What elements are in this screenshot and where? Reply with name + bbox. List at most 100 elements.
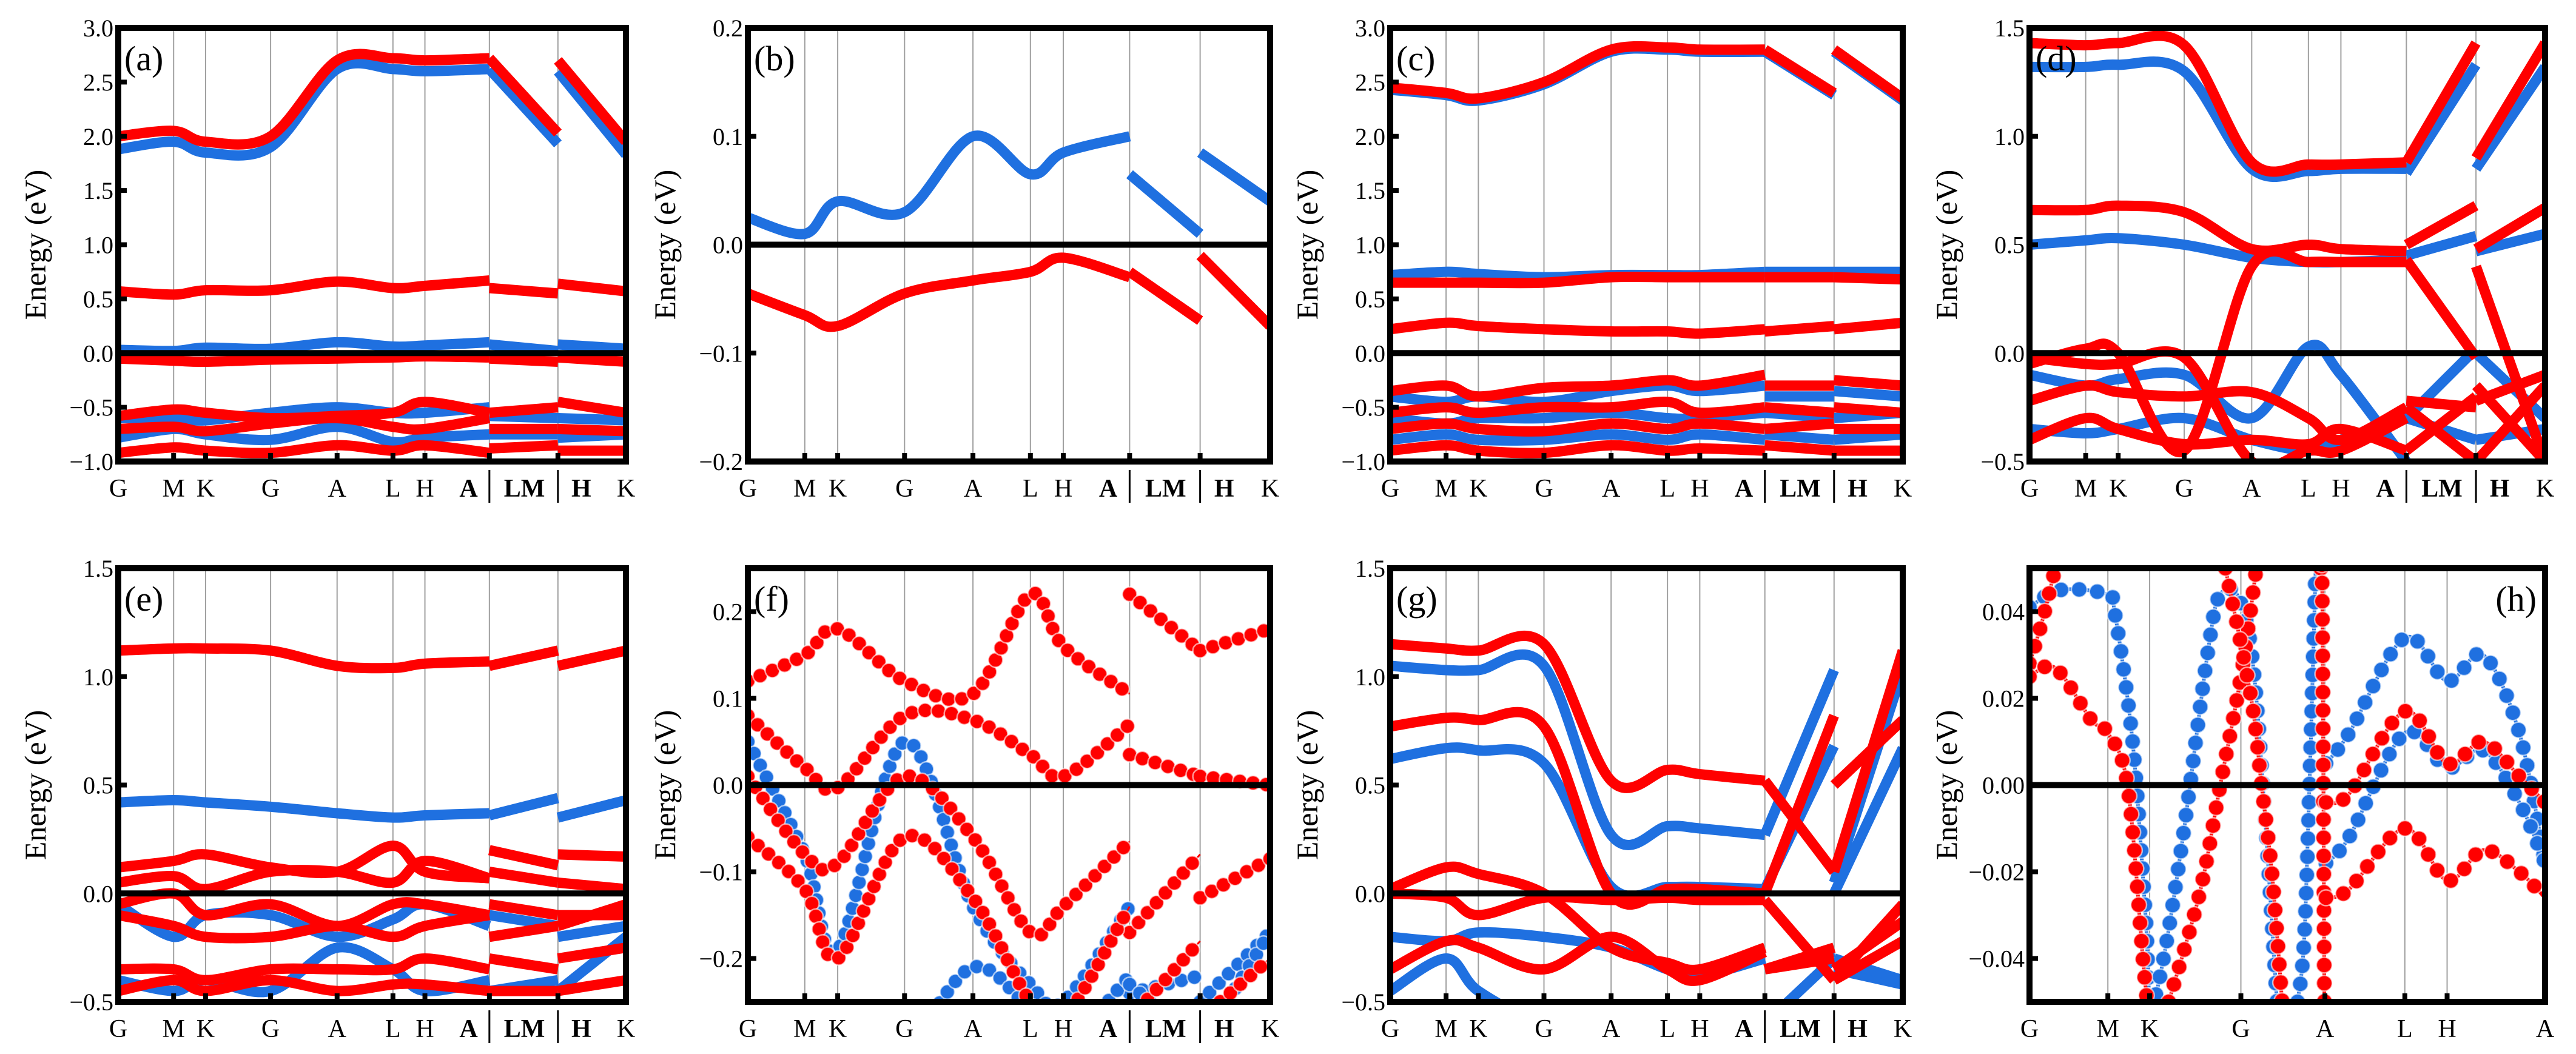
blue-band-marker — [2300, 793, 2318, 811]
red-band-marker — [2347, 872, 2366, 890]
y-tick-label: 2.0 — [1355, 123, 1385, 150]
bands — [748, 585, 1270, 1054]
k-point-label: H — [1214, 1015, 1234, 1043]
blue-band-marker — [2467, 645, 2486, 663]
blue-band-marker — [2514, 801, 2532, 819]
red-band-marker — [2255, 793, 2273, 810]
red-band-marker — [2373, 730, 2391, 747]
blue-band-marker — [2521, 817, 2540, 836]
red-band — [118, 856, 491, 895]
red-band-marker — [2317, 889, 2335, 907]
y-tick-label: 2.5 — [1355, 69, 1385, 96]
y-tick-label: −0.04 — [1968, 945, 2025, 973]
y-tick-label: 3.0 — [83, 15, 113, 42]
red-band-marker — [2224, 710, 2242, 727]
bands — [748, 130, 1270, 332]
red-band-marker — [2314, 665, 2332, 683]
blue-band-marker — [2329, 740, 2347, 759]
y-tick-label: −0.1 — [699, 859, 743, 886]
red-band-marker — [2396, 702, 2414, 720]
y-tick-label: −0.2 — [699, 945, 743, 973]
blue-band-marker — [2088, 583, 2106, 600]
red-band-marker — [967, 831, 983, 848]
y-axis-label: Energy (eV) — [1290, 710, 1324, 861]
red-band-marker — [2265, 883, 2282, 901]
blue-band-marker — [2528, 834, 2545, 852]
blue-band-marker — [2330, 842, 2349, 860]
k-point-label: A — [459, 475, 478, 503]
k-point-label: A — [2316, 1015, 2335, 1043]
red-band-marker — [2512, 864, 2530, 882]
red-band-marker — [2227, 613, 2245, 631]
blue-band-marker — [2349, 811, 2367, 829]
red-band-marker — [1051, 632, 1067, 649]
red-band-marker — [871, 791, 888, 808]
red-band-marker — [2358, 858, 2376, 876]
red-band-marker — [992, 726, 1009, 742]
k-point-label: A — [328, 1015, 347, 1043]
red-band — [2402, 257, 2481, 361]
red-band-marker — [2261, 847, 2279, 865]
red-band — [1390, 271, 1765, 289]
panel-label: (g) — [1396, 579, 1438, 619]
red-band-marker — [2263, 865, 2281, 883]
red-band-marker — [1115, 839, 1132, 856]
y-tick-label: 0.0 — [83, 340, 113, 367]
blue-band — [1390, 649, 1766, 850]
red-band — [118, 49, 490, 150]
blue-band-marker — [917, 1018, 932, 1032]
blue-band-marker — [767, 1038, 782, 1053]
y-tick-label: −1.0 — [69, 448, 113, 475]
y-tick-label: −0.2 — [699, 448, 743, 475]
k-point-label: K — [1261, 1015, 1279, 1043]
red-band-marker — [2442, 871, 2460, 890]
k-point-label: M — [793, 475, 816, 503]
red-band-marker — [2441, 755, 2460, 773]
blue-band — [748, 130, 1131, 240]
k-point-label: H — [571, 475, 591, 503]
blue-band — [118, 402, 490, 426]
blue-band-marker — [2509, 721, 2527, 739]
red-band-marker — [2369, 843, 2387, 861]
blue-band — [118, 795, 490, 823]
blue-band-marker — [2419, 647, 2437, 665]
red-band — [1764, 440, 1835, 456]
k-point-label: G — [1535, 475, 1553, 503]
red-band-marker — [944, 861, 960, 878]
y-axis-label: Energy (eV) — [1929, 170, 1963, 320]
blue-band-marker — [2481, 654, 2500, 672]
red-band-marker — [2106, 735, 2124, 753]
red-band-marker — [950, 810, 967, 827]
blue-band-marker — [873, 1044, 888, 1054]
red-band-marker — [2185, 905, 2203, 924]
blue-band-marker — [2409, 633, 2426, 650]
red-band-marker — [1089, 744, 1106, 761]
blue-band-marker — [1122, 976, 1138, 993]
blue-band-marker — [2506, 785, 2524, 803]
red-band-marker — [2031, 620, 2049, 638]
y-tick-label: 0.5 — [1994, 232, 2025, 259]
k-point-label: K — [2536, 475, 2554, 503]
y-tick-label: 1.0 — [1994, 123, 2025, 150]
red-band-marker — [2383, 714, 2401, 732]
blue-band-marker — [2202, 626, 2219, 644]
blue-band — [2475, 424, 2545, 445]
k-point-label: K — [829, 475, 847, 503]
red-band — [1126, 267, 1203, 325]
k-point-label: K — [1469, 1015, 1487, 1043]
red-band — [1834, 402, 1903, 418]
red-band-marker — [2498, 753, 2516, 771]
red-band-marker — [1142, 603, 1159, 619]
y-tick-label: −1.0 — [1341, 448, 1385, 475]
red-band-marker — [2498, 853, 2516, 871]
red-band-marker — [2381, 829, 2399, 847]
red-band-marker — [967, 893, 984, 910]
red-band — [1764, 402, 1835, 418]
red-band — [2030, 412, 2409, 456]
k-point-label: K — [829, 1015, 847, 1043]
red-band-marker — [2045, 568, 2062, 585]
red-band-marker — [2244, 583, 2262, 602]
red-band-marker — [804, 853, 820, 870]
blue-band — [1390, 380, 1766, 408]
red-band-marker — [2127, 859, 2145, 878]
